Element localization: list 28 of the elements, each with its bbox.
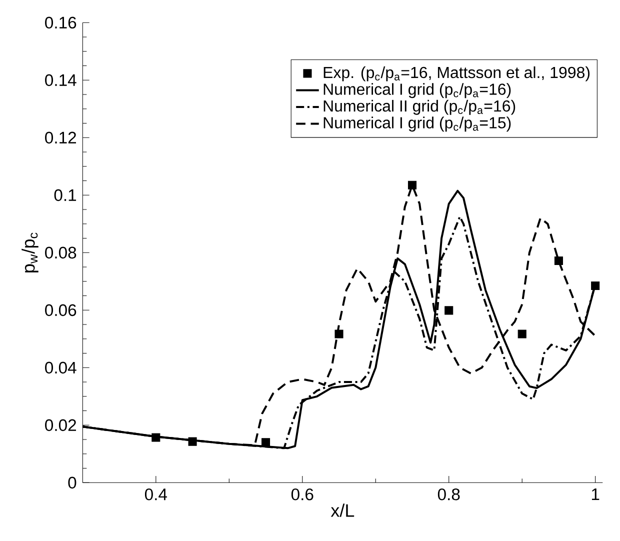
point [188, 437, 197, 446]
point [444, 306, 454, 315]
point [518, 330, 526, 338]
legend-label: Numerical I grid (p$_{c}$/p$_{a}$=16) [324, 83, 511, 98]
y-tick-label: 0 [68, 476, 76, 488]
point [408, 180, 417, 190]
x-tick-label: 0.6 [291, 488, 314, 500]
y-axis-title: p$_{w}$/p$_{c}$ [22, 232, 38, 272]
point [591, 281, 600, 290]
legend-label: Numerical I grid (p$_{c}$/p$_{a}$=15) [324, 116, 511, 132]
y-tick-label: 0.02 [45, 419, 76, 431]
y-tick-label: 0.08 [45, 246, 76, 258]
y-tick-label: 0.14 [45, 74, 76, 86]
legend-label: Exp. (p$_{c}$/p$_{a}$=16, Mattsson et al., 1998) [324, 66, 590, 82]
y-tick-label: 0.06 [45, 304, 76, 316]
y-tick-label: 0.16 [45, 16, 76, 28]
y-tick-label: 0.12 [45, 132, 76, 144]
y-tick-label: 0.04 [45, 362, 76, 374]
x-tick-label: 0.8 [438, 488, 460, 500]
point [152, 433, 160, 442]
x-tick-label: 1 [592, 488, 600, 500]
x-axis-title: x/L [330, 504, 354, 517]
point [334, 330, 344, 338]
point [554, 256, 563, 265]
x-tick-label: 0.4 [144, 488, 168, 500]
point [261, 438, 270, 447]
y-tick-label: 0.1 [54, 189, 76, 201]
legend-label: Numerical II grid (p$_{c}$/p$_{a}$=16) [324, 100, 516, 115]
